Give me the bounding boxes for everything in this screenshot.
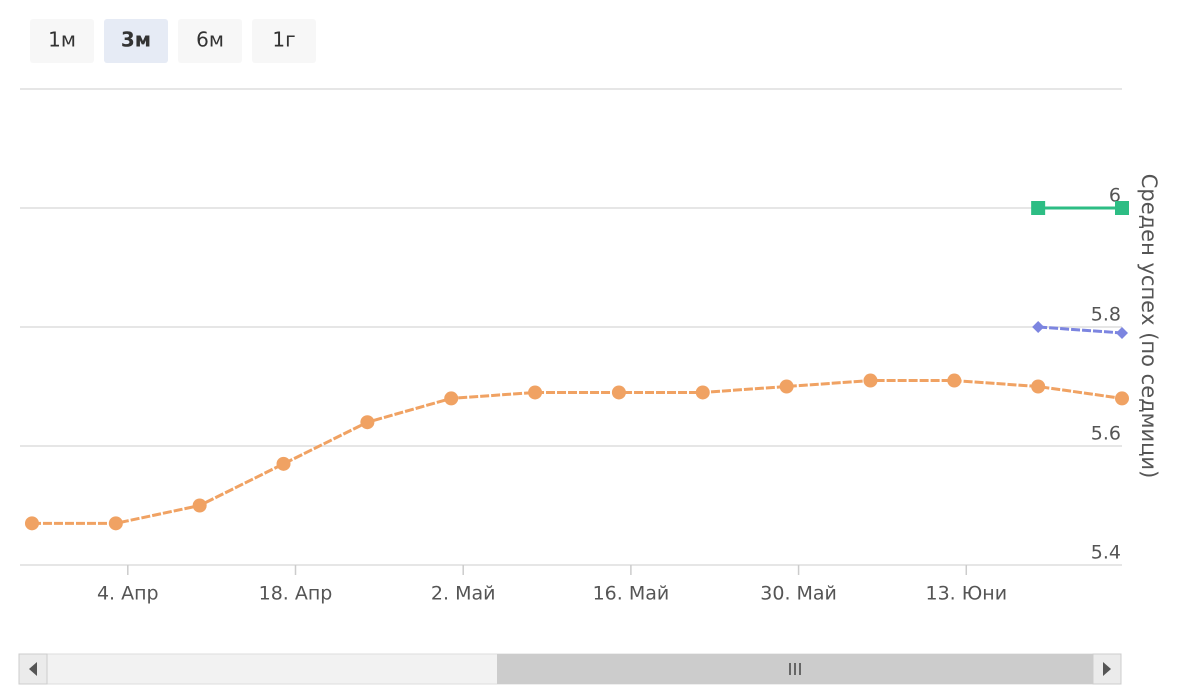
y-tick-label: 5.4 (1091, 542, 1121, 564)
range-button[interactable] (178, 19, 242, 63)
point (108, 516, 123, 531)
range-button[interactable] (30, 19, 94, 63)
x-tick-label: 13. Юни (926, 583, 1008, 605)
point (360, 415, 375, 430)
range-button-label[interactable]: 3м (121, 28, 151, 52)
y-tick-label: 5.6 (1091, 423, 1121, 445)
point (947, 373, 962, 388)
point (24, 516, 39, 531)
point (611, 385, 626, 400)
point (1032, 321, 1045, 333)
point (1116, 326, 1128, 339)
x-tick-label: 4. Апр (97, 583, 159, 605)
series-line (1038, 325, 1123, 335)
point (276, 456, 291, 471)
y-axis-title: Среден успех (по седмици) (1137, 174, 1161, 479)
scrollbar[interactable] (18, 653, 1122, 685)
range-button[interactable] (252, 19, 316, 63)
range-selector: 1м 3м 6м 1г (30, 19, 316, 63)
x-tick-label: 2. Май (431, 583, 496, 605)
y-tick-label: 5.8 (1091, 304, 1121, 326)
point (444, 391, 459, 406)
range-button-label[interactable]: 1м (48, 28, 76, 52)
x-tick-label: 30. Май (760, 583, 837, 605)
x-tick-label: 18. Апр (259, 583, 333, 605)
range-button-label[interactable]: 1г (272, 28, 295, 52)
point (863, 373, 878, 388)
x-tick-label: 16. Май (593, 583, 670, 605)
point (1115, 391, 1129, 406)
point (1115, 201, 1129, 215)
point (1031, 201, 1046, 215)
left-arrow (29, 662, 37, 676)
point (528, 385, 543, 400)
point (695, 385, 710, 400)
point (779, 379, 794, 394)
point (1031, 379, 1046, 394)
thumb-grip (789, 663, 801, 675)
series-line (31, 379, 1123, 525)
right-arrow (1103, 662, 1111, 676)
range-button-label[interactable]: 6м (196, 28, 224, 52)
range-button[interactable] (104, 19, 168, 63)
point (192, 498, 207, 513)
